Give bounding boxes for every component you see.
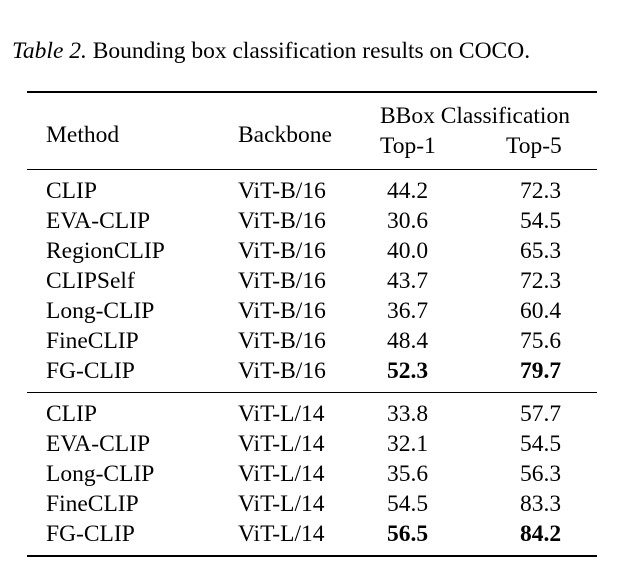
- table-caption-text: Bounding box classification results on C…: [86, 38, 531, 64]
- cell-backbone: ViT-B/16: [238, 268, 326, 294]
- table-group-vit-l: CLIP ViT-L/14 33.8 57.7 EVA-CLIP ViT-L/14 32.1…: [27, 392, 597, 557]
- cell-backbone: ViT-B/16: [238, 358, 326, 384]
- table-row: FG-CLIP ViT-L/14 56.5 84.2: [27, 519, 597, 557]
- cell-method: FineCLIP: [46, 491, 139, 517]
- cell-backbone: ViT-L/14: [238, 491, 325, 517]
- cell-top5: 75.6: [520, 328, 562, 354]
- cell-top5: 72.3: [520, 268, 562, 294]
- cell-backbone: ViT-B/16: [238, 238, 326, 264]
- cell-backbone: ViT-B/16: [238, 328, 326, 354]
- cell-top1: 40.0: [387, 238, 429, 264]
- cell-top1: 44.2: [380, 169, 487, 206]
- table-row: Long-CLIP ViT-L/14 35.6 56.3: [27, 459, 597, 489]
- table-row: CLIPSelf ViT-B/16 43.7 72.3: [27, 266, 597, 296]
- results-table-container: Method Backbone BBox Classification Top-…: [27, 91, 597, 557]
- header-top1: Top-1: [380, 133, 436, 159]
- cell-top5: 83.3: [520, 491, 562, 517]
- cell-top5: 54.5: [520, 208, 562, 234]
- cell-backbone: ViT-L/14: [238, 392, 380, 429]
- header-bbox-classification: BBox Classification: [380, 91, 597, 131]
- cell-backbone: ViT-B/16: [238, 169, 380, 206]
- cell-top1: 32.1: [387, 431, 429, 457]
- header-top5: Top-5: [506, 133, 562, 159]
- cell-top1: 30.6: [387, 208, 429, 234]
- cell-method: FG-CLIP: [46, 358, 135, 384]
- cell-top5: 60.4: [520, 298, 562, 324]
- table-caption: Table 2. Bounding box classification res…: [12, 36, 612, 66]
- cell-top1: 36.7: [387, 298, 429, 324]
- table-row: FG-CLIP ViT-B/16 52.3 79.7: [27, 356, 597, 393]
- cell-top5: 56.3: [520, 461, 562, 487]
- cell-method: CLIPSelf: [46, 268, 135, 294]
- cell-top5: 79.7: [520, 358, 562, 384]
- cell-top1: 35.6: [387, 461, 429, 487]
- cell-backbone: ViT-L/14: [238, 461, 325, 487]
- cell-backbone: ViT-B/16: [238, 208, 326, 234]
- cell-method: EVA-CLIP: [46, 431, 151, 457]
- table-row: RegionCLIP ViT-B/16 40.0 65.3: [27, 236, 597, 266]
- cell-top1: 56.5: [380, 519, 487, 557]
- table-row: Long-CLIP ViT-B/16 36.7 60.4: [27, 296, 597, 326]
- header-row-2: Top-1 Top-5: [27, 131, 597, 170]
- cell-top5: 84.2: [487, 519, 597, 557]
- cell-method: CLIP: [27, 169, 238, 206]
- cell-backbone: ViT-L/14: [238, 519, 380, 557]
- cell-backbone: ViT-L/14: [238, 431, 325, 457]
- cell-top1: 43.7: [387, 268, 429, 294]
- table-row: FineCLIP ViT-B/16 48.4 75.6: [27, 326, 597, 356]
- cell-method: CLIP: [27, 392, 238, 429]
- table-group-vit-b: CLIP ViT-B/16 44.2 72.3 EVA-CLIP ViT-B/16 30.6…: [27, 169, 597, 393]
- cell-method: FG-CLIP: [27, 519, 238, 557]
- header-row-1: Method Backbone BBox Classification: [27, 91, 597, 170]
- cell-top5: 54.5: [520, 431, 562, 457]
- cell-method: Long-CLIP: [46, 461, 155, 487]
- cell-method: FineCLIP: [46, 328, 139, 354]
- table-header: Method Backbone BBox Classification Top-…: [27, 91, 597, 170]
- table-row: FineCLIP ViT-L/14 54.5 83.3: [27, 489, 597, 519]
- cell-method: EVA-CLIP: [46, 208, 151, 234]
- table-row: CLIP ViT-B/16 44.2 72.3: [27, 169, 597, 206]
- cell-top1: 52.3: [387, 358, 429, 384]
- cell-top1: 54.5: [387, 491, 429, 517]
- cell-backbone: ViT-B/16: [238, 298, 326, 324]
- cell-top5: 57.7: [487, 392, 597, 429]
- cell-top1: 33.8: [380, 392, 487, 429]
- cell-method: RegionCLIP: [46, 238, 165, 264]
- table-caption-label: Table 2.: [12, 38, 87, 64]
- cell-method: Long-CLIP: [46, 298, 155, 324]
- cell-top1: 48.4: [387, 328, 429, 354]
- cell-top5: 65.3: [520, 238, 562, 264]
- table-row: EVA-CLIP ViT-B/16 30.6 54.5: [27, 206, 597, 236]
- table-row: EVA-CLIP ViT-L/14 32.1 54.5: [27, 429, 597, 459]
- table-row: CLIP ViT-L/14 33.8 57.7: [27, 392, 597, 429]
- header-method: Method: [27, 91, 238, 170]
- header-backbone: Backbone: [238, 91, 380, 170]
- cell-top5: 72.3: [487, 169, 597, 206]
- results-table: Method Backbone BBox Classification Top-…: [27, 91, 597, 557]
